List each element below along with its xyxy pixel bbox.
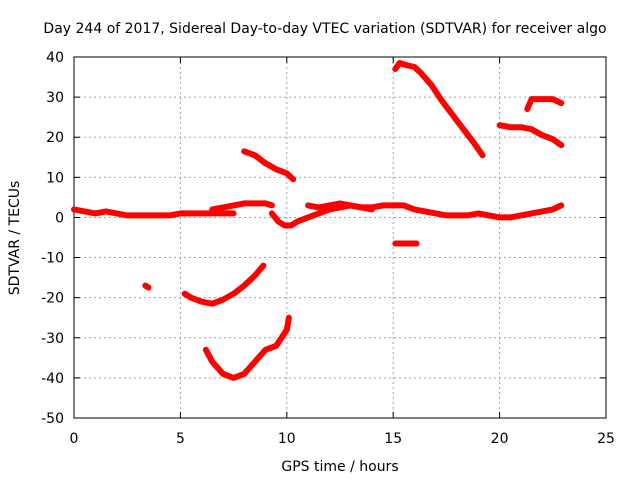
series-main-band-1 bbox=[71, 206, 237, 219]
series-dot-3.4h bbox=[142, 282, 152, 291]
x-tick-label: 15 bbox=[384, 431, 402, 447]
chart-title: Day 244 of 2017, Sidereal Day-to-day VTE… bbox=[43, 21, 606, 37]
series-layer bbox=[71, 60, 565, 381]
x-tick-label: 0 bbox=[70, 431, 79, 447]
series-arc-21.3h-to-22.9h bbox=[524, 96, 565, 113]
y-tick-label: 0 bbox=[55, 210, 64, 226]
grid bbox=[74, 57, 606, 418]
y-tick-label: 40 bbox=[46, 50, 64, 66]
x-axis-label: GPS time / hours bbox=[281, 459, 398, 475]
y-tick-label: -40 bbox=[41, 371, 64, 387]
series-arc-8h-to-10.3h bbox=[241, 148, 297, 183]
y-tick-label: 10 bbox=[46, 170, 64, 186]
y-axis-label: SDTVAR / TECUs bbox=[7, 181, 23, 296]
plot-frame bbox=[73, 56, 607, 419]
series-main-band-2 bbox=[209, 200, 275, 213]
x-tick-label: 5 bbox=[176, 431, 185, 447]
y-tick-label: 20 bbox=[46, 130, 64, 146]
series-main-band-4 bbox=[305, 200, 565, 221]
x-tick-label: 25 bbox=[597, 431, 615, 447]
series-arc-20h-to-23h bbox=[496, 122, 565, 149]
x-tick-label: 10 bbox=[278, 431, 296, 447]
x-tick-label: 20 bbox=[491, 431, 509, 447]
series-arc-5.2h-to-8.9h bbox=[181, 262, 267, 307]
y-tick-label: -30 bbox=[41, 331, 64, 347]
y-tick-labels: -50 -40 -30 -20 -10 0 10 20 30 40 bbox=[41, 50, 64, 427]
y-tick-label: -50 bbox=[41, 411, 64, 427]
series-arc-15h-to-19h bbox=[392, 60, 486, 159]
x-tick-labels: 0 5 10 15 20 25 bbox=[70, 431, 615, 447]
y-tick-label: -20 bbox=[41, 291, 64, 307]
tick-marks bbox=[73, 56, 607, 419]
y-tick-label: -10 bbox=[41, 251, 64, 267]
y-tick-label: 30 bbox=[46, 90, 64, 106]
series-arc-6.2h-to-10.1h bbox=[202, 314, 292, 381]
